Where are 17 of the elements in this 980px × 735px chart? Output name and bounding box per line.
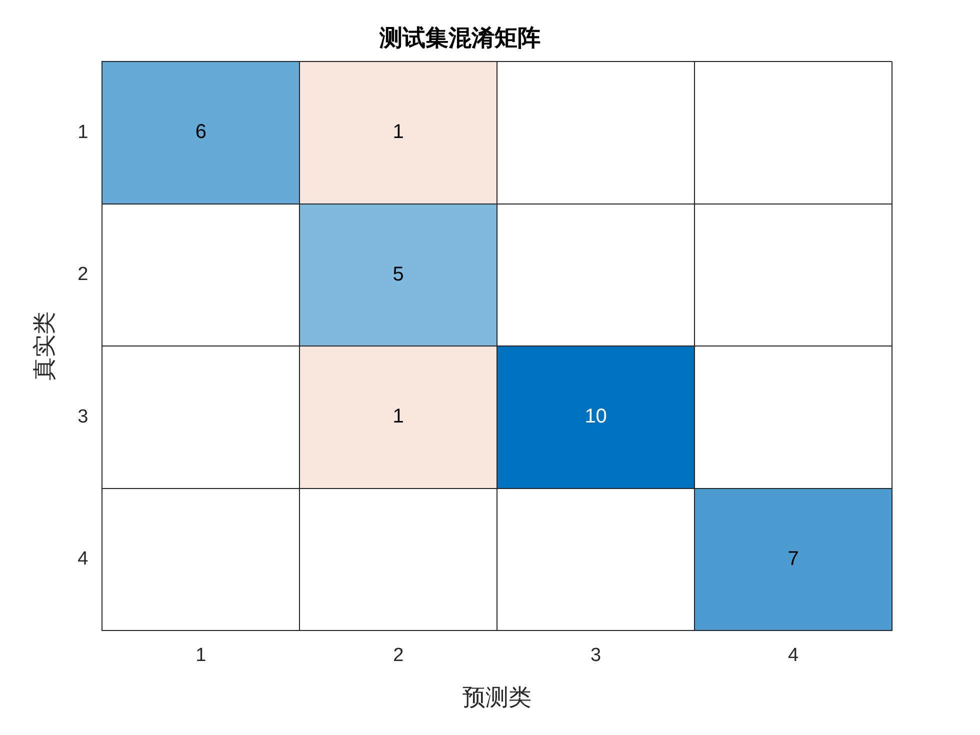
y-tick-label: 2	[78, 264, 88, 286]
x-axis-title: 预测类	[462, 685, 532, 710]
y-tick-label: 1	[78, 122, 88, 143]
x-tick-label: 3	[590, 645, 602, 666]
y-tick-label: 4	[78, 548, 89, 570]
chart-title: 测试集混淆矩阵	[378, 26, 540, 51]
x-tick-label: 1	[196, 645, 206, 666]
data-label: 6	[195, 121, 206, 144]
data-label: 7	[788, 548, 799, 570]
data-label: 10	[584, 406, 607, 428]
x-tick-label: 4	[788, 645, 799, 666]
data-label: 1	[392, 121, 404, 144]
x-tick-label: 2	[393, 645, 404, 666]
y-tick-label: 3	[78, 406, 88, 428]
data-label: 1	[392, 406, 404, 428]
y-axis-title: 真实类	[32, 312, 57, 381]
data-label: 5	[392, 263, 404, 286]
